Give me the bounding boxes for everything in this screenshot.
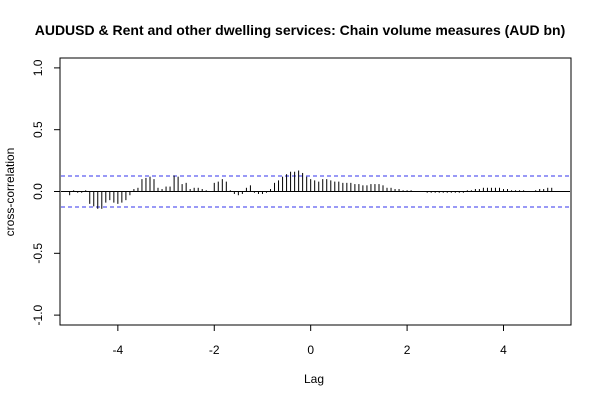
x-tick-label: -4 [113, 343, 124, 357]
y-tick-label: 0.5 [31, 121, 45, 138]
x-tick-label: 2 [404, 343, 411, 357]
y-tick-label: -1.0 [31, 304, 45, 325]
y-tick-label: 0.0 [31, 183, 45, 200]
x-axis: -4 -2 0 2 4 [113, 325, 507, 357]
y-axis-label: cross-correlation [3, 148, 17, 237]
chart-title: AUDUSD & Rent and other dwelling service… [35, 22, 566, 38]
x-tick-label: 0 [307, 343, 314, 357]
confidence-band-group [61, 175, 570, 208]
y-tick-label: 1.0 [31, 59, 45, 76]
x-tick-label: -2 [209, 343, 220, 357]
y-axis: -1.0 -0.5 0.0 0.5 1.0 [31, 59, 60, 325]
x-axis-label: Lag [304, 372, 324, 386]
cross-correlation-bars [69, 170, 553, 209]
x-tick-label: 4 [500, 343, 507, 357]
y-tick-label: -0.5 [31, 243, 45, 264]
